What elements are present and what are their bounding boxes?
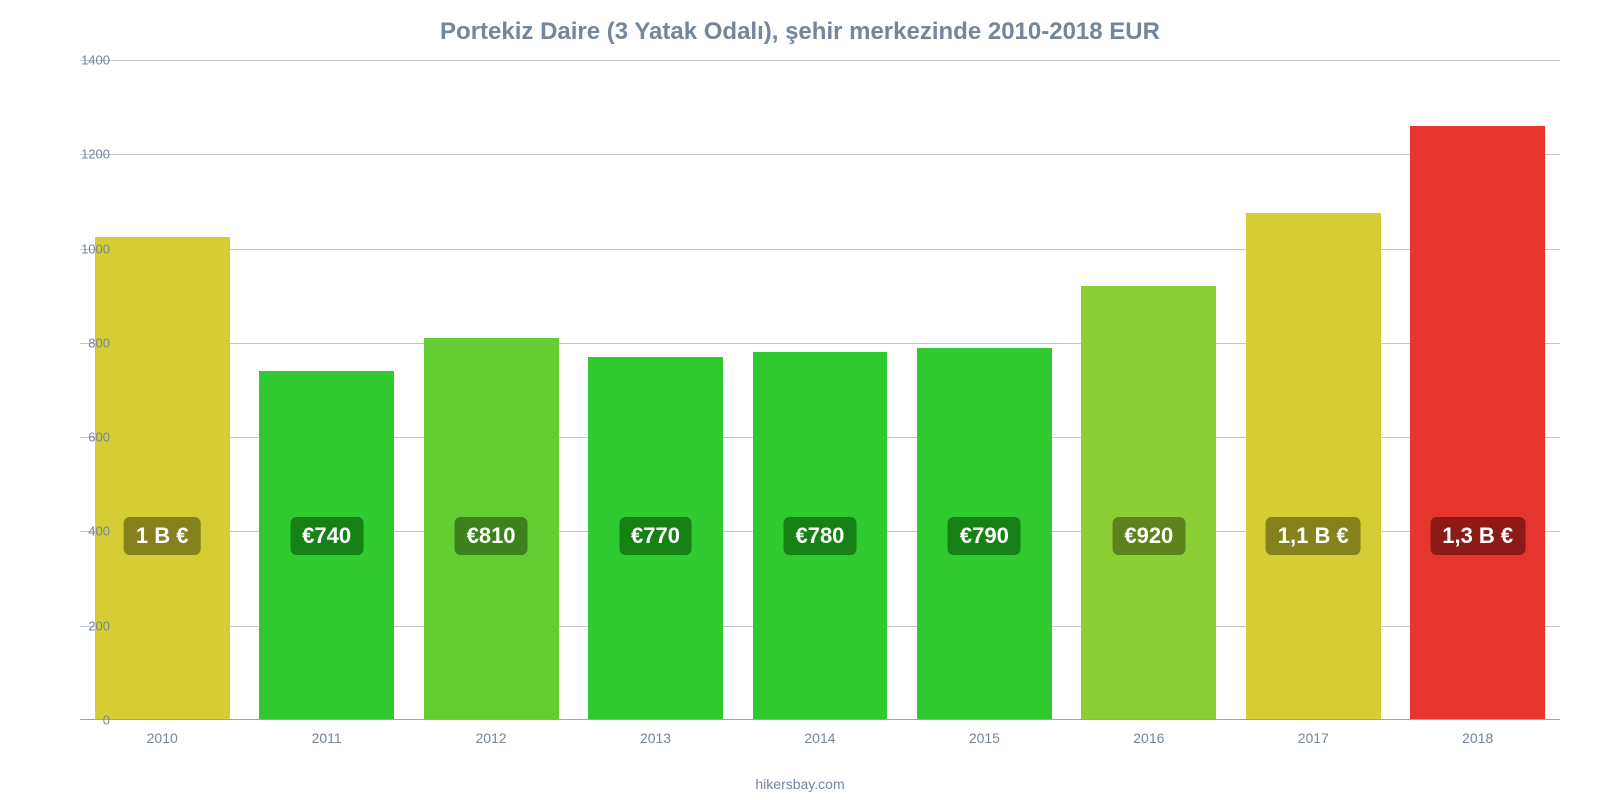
value-label: 1,1 B € (1266, 517, 1361, 555)
value-label: €740 (290, 517, 363, 555)
bar: €920 (1081, 286, 1216, 720)
bars-container: 1 B €2010€7402011€8102012€7702013€780201… (80, 60, 1560, 720)
bar-slot: 1,3 B €2018 (1396, 60, 1560, 720)
value-label: €810 (455, 517, 528, 555)
x-tick-label: 2010 (80, 730, 244, 746)
x-tick-label: 2017 (1231, 730, 1395, 746)
x-tick-label: 2013 (573, 730, 737, 746)
bar: €810 (424, 338, 559, 720)
x-tick-label: 2011 (244, 730, 408, 746)
bar-slot: €7802014 (738, 60, 902, 720)
y-tick-label: 600 (50, 430, 110, 445)
y-tick-label: 0 (50, 713, 110, 728)
y-tick-label: 200 (50, 618, 110, 633)
bar: €740 (259, 371, 394, 720)
plot-area: 1 B €2010€7402011€8102012€7702013€780201… (80, 60, 1560, 720)
value-label: 1 B € (124, 517, 201, 555)
bar: 1 B € (95, 237, 230, 720)
x-tick-label: 2018 (1396, 730, 1560, 746)
bar: 1,3 B € (1410, 126, 1545, 720)
bar-slot: €7402011 (244, 60, 408, 720)
x-axis-baseline (80, 719, 1560, 720)
bar-slot: €8102012 (409, 60, 573, 720)
x-tick-label: 2014 (738, 730, 902, 746)
bar: 1,1 B € (1246, 213, 1381, 720)
bar-slot: €7702013 (573, 60, 737, 720)
x-tick-label: 2015 (902, 730, 1066, 746)
value-label: €920 (1112, 517, 1185, 555)
bar: €770 (588, 357, 723, 720)
value-label: €770 (619, 517, 692, 555)
bar-chart: Portekiz Daire (3 Yatak Odalı), şehir me… (0, 0, 1600, 800)
y-tick-label: 800 (50, 335, 110, 350)
x-tick-label: 2016 (1067, 730, 1231, 746)
y-tick-label: 1000 (50, 241, 110, 256)
value-label: €780 (783, 517, 856, 555)
chart-title: Portekiz Daire (3 Yatak Odalı), şehir me… (0, 18, 1600, 46)
value-label: €790 (948, 517, 1021, 555)
bar-slot: €7902015 (902, 60, 1066, 720)
bar-slot: 1,1 B €2017 (1231, 60, 1395, 720)
bar-slot: €9202016 (1067, 60, 1231, 720)
value-label: 1,3 B € (1430, 517, 1525, 555)
x-tick-label: 2012 (409, 730, 573, 746)
source-text: hikersbay.com (0, 776, 1600, 792)
y-tick-label: 400 (50, 524, 110, 539)
bar: €790 (917, 348, 1052, 720)
y-tick-label: 1200 (50, 147, 110, 162)
y-tick-label: 1400 (50, 53, 110, 68)
bar: €780 (753, 352, 888, 720)
